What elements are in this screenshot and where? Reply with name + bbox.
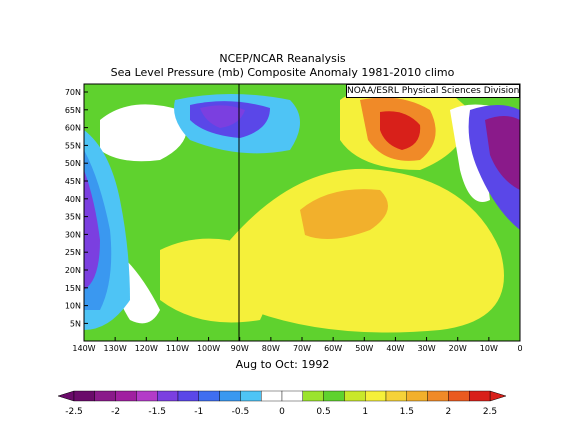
lon-tick-label: 20W: [449, 344, 467, 353]
lat-tick-label: 65N: [65, 106, 81, 115]
colorbar-swatch: [281, 390, 303, 402]
lon-tick-label: 60W: [324, 344, 342, 353]
colorbar-label: 1: [362, 407, 368, 417]
lat-tick-label: 20N: [65, 266, 81, 275]
colorbar-label: -1: [194, 407, 203, 417]
lon-tick-label: 40W: [386, 344, 404, 353]
period-label: Aug to Oct: 1992: [235, 358, 330, 371]
lat-tick-label: 25N: [65, 248, 81, 257]
colorbar-swatch: [365, 390, 387, 402]
colorbar-swatch: [469, 390, 491, 402]
lat-tick-label: 40N: [65, 195, 81, 204]
colorbar-swatch: [302, 390, 324, 402]
colorbar-label: -1.5: [148, 407, 166, 417]
lon-tick-label: 80W: [262, 344, 280, 353]
lon-tick-label: 0: [517, 344, 522, 353]
colorbar-label: 0.5: [316, 407, 330, 417]
lat-tick-label: 30N: [65, 230, 81, 239]
colorbar-swatch: [136, 390, 158, 402]
lat-tick-label: 45N: [65, 177, 81, 186]
lon-tick-label: 120W: [135, 344, 158, 353]
lat-tick-label: 35N: [65, 213, 81, 222]
colorbar-label: 0: [279, 407, 285, 417]
colorbar-swatch: [177, 390, 199, 402]
lon-tick-label: 140W: [72, 344, 95, 353]
colorbar-swatch: [115, 390, 137, 402]
colorbar-swatch: [240, 390, 262, 402]
longitude-axis: 140W 130W 120W 110W 100W 90W 80W 70W 60W 50W 40W 30…: [72, 337, 523, 353]
colorbar-swatch: [427, 390, 449, 402]
anomaly-field: [84, 84, 520, 341]
map-subtitle: Sea Level Pressure (mb) Composite Anomal…: [110, 66, 455, 79]
lat-tick-label: 50N: [65, 159, 81, 168]
lon-tick-label: 30W: [418, 344, 436, 353]
lat-tick-label: 55N: [65, 141, 81, 150]
colorbar-high-arrow: [489, 390, 507, 402]
lon-tick-label: 100W: [197, 344, 220, 353]
map-title: NCEP/NCAR Reanalysis: [219, 52, 346, 65]
lon-tick-label: 130W: [104, 344, 127, 353]
colorbar-label: -0.5: [232, 407, 250, 417]
colorbar-swatch: [219, 390, 241, 402]
colorbar-low-arrow: [57, 390, 75, 402]
colorbar-label: 2.5: [483, 407, 497, 417]
lat-tick-label: 70N: [65, 88, 81, 97]
latitude-axis: 70N 65N 60N 55N 50N 45N 40N 35N 30N 25N 20N 15N 10N 5…: [65, 88, 88, 328]
lat-tick-label: 60N: [65, 124, 81, 133]
lat-tick-label: 5N: [70, 319, 81, 328]
colorbar-swatch: [385, 390, 407, 402]
colorbar-swatch: [94, 390, 116, 402]
colorbar-label: -2.5: [65, 407, 83, 417]
colorbar-swatch: [344, 390, 366, 402]
colorbar-swatch: [73, 390, 95, 402]
colorbar-swatch: [156, 390, 179, 402]
lat-tick-label: 15N: [65, 284, 81, 293]
colorbar: -2.5 -2 -1.5 -1 -0.5 0 0.5 1 1.5 2 2.5: [57, 390, 507, 417]
credit-label: NOAA/ESRL Physical Sciences Division: [346, 84, 520, 98]
colorbar-swatch: [261, 390, 283, 402]
lon-tick-label: 10W: [480, 344, 498, 353]
lon-tick-label: 90W: [231, 344, 249, 353]
colorbar-label: 1.5: [400, 407, 414, 417]
colorbar-label: -2: [111, 407, 120, 417]
lat-tick-label: 10N: [65, 302, 81, 311]
colorbar-label: 2: [446, 407, 452, 417]
colorbar-swatch: [323, 390, 345, 402]
colorbar-swatch: [406, 390, 428, 402]
lon-tick-label: 70W: [293, 344, 311, 353]
colorbar-swatch: [198, 390, 220, 402]
colorbar-swatch: [448, 390, 470, 402]
lon-tick-label: 110W: [166, 344, 189, 353]
lon-tick-label: 50W: [355, 344, 373, 353]
